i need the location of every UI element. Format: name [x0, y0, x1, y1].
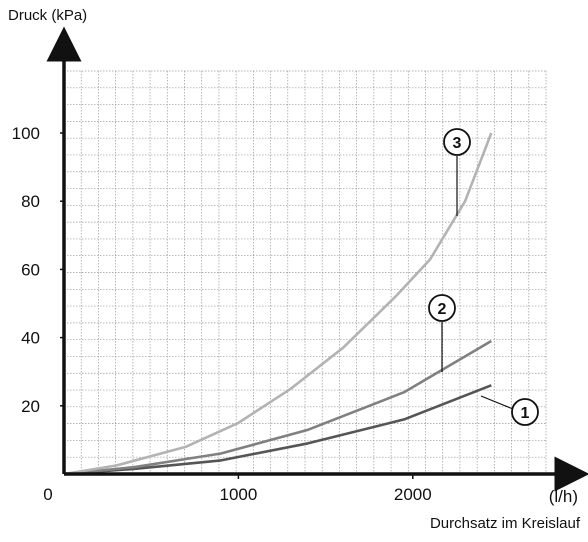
- y-tick-label: 80: [21, 192, 40, 211]
- origin-label: 0: [43, 485, 52, 504]
- series-1-marker: [511, 398, 539, 426]
- y-tick-label: 100: [12, 124, 40, 143]
- series-group: [63, 132, 493, 476]
- series-2-marker: [428, 294, 456, 322]
- series-2-label: 2: [438, 301, 447, 318]
- series-markers: 1 2 3: [428, 128, 539, 426]
- x-axis-unit: (l/h): [549, 487, 578, 506]
- y-tick-label: 60: [21, 260, 40, 279]
- series-1-label: 1: [521, 405, 530, 422]
- x-axis-title: Durchsatz im Kreislauf: [430, 515, 581, 532]
- x-tick-label: 1000: [219, 485, 257, 504]
- series-1-leader: [480, 395, 514, 410]
- y-tick-label: 20: [21, 397, 40, 416]
- series-1-line: [63, 384, 492, 476]
- x-tick-label: 2000: [394, 485, 432, 504]
- series-3-marker: [443, 128, 471, 156]
- series-3-label: 3: [453, 135, 462, 152]
- grid: [64, 70, 547, 474]
- y-axis-title: Druck (kPa): [8, 7, 87, 24]
- y-tick-label: 40: [21, 329, 40, 348]
- text-labels: Druck (kPa) Durchsatz im Kreislauf (l/h)…: [8, 7, 581, 532]
- series-2-line: [63, 339, 492, 476]
- series-3-line: [63, 132, 493, 476]
